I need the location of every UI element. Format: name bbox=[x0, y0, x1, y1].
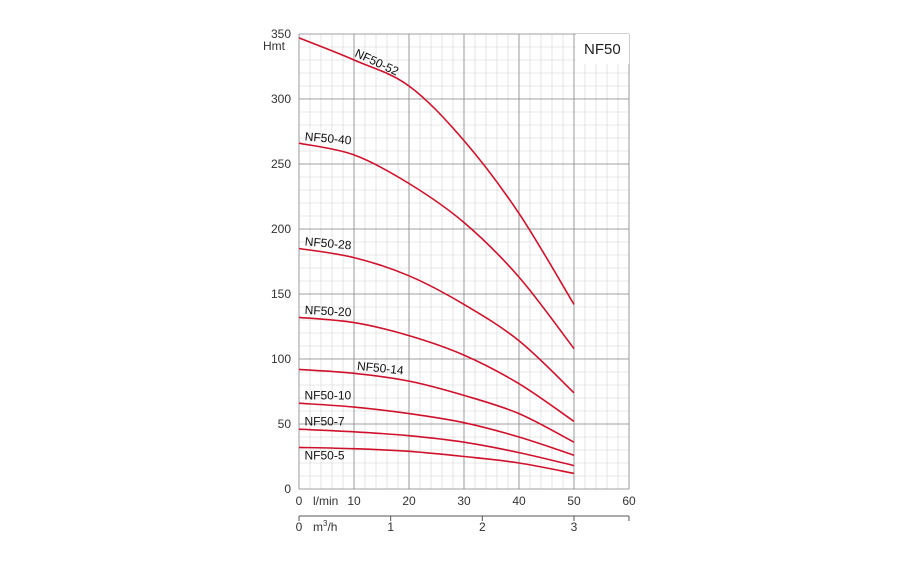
x-tick-label: 10 bbox=[347, 494, 361, 508]
y-tick-label: 250 bbox=[271, 157, 291, 171]
y-tick-label: 0 bbox=[284, 482, 291, 496]
y-tick-label: 150 bbox=[271, 287, 291, 301]
series-label-nf50-40: NF50-40 bbox=[304, 129, 352, 147]
x-tick-label: 50 bbox=[567, 494, 581, 508]
series-label-nf50-7: NF50-7 bbox=[305, 414, 345, 428]
series-label-nf50-14: NF50-14 bbox=[356, 359, 404, 378]
secondary-x-axis: 0 1 2 3 bbox=[296, 515, 630, 534]
x2-tick-label: 0 bbox=[296, 520, 303, 534]
series-line-nf50-7 bbox=[298, 428, 575, 467]
series-lines bbox=[298, 37, 575, 475]
x-tick-label: 40 bbox=[512, 494, 526, 508]
series-line-nf50-52 bbox=[298, 37, 575, 305]
major-grid bbox=[298, 33, 630, 490]
y-tick-label: 300 bbox=[271, 92, 291, 106]
x-tick-label: 0 bbox=[296, 494, 303, 508]
series-label-nf50-5: NF50-5 bbox=[305, 449, 345, 463]
x2-axis-label: m3/h bbox=[313, 519, 337, 534]
x-tick-labels: 0 10 20 30 40 50 60 bbox=[296, 494, 636, 508]
x2-tick-label: 3 bbox=[571, 520, 578, 534]
y-tick-label: 50 bbox=[278, 417, 292, 431]
y-tick-labels: 0 50 100 150 200 250 300 350 bbox=[271, 27, 291, 496]
series-line-nf50-10 bbox=[298, 402, 575, 456]
y-tick-label: 350 bbox=[271, 27, 291, 41]
x2-tick-label: 2 bbox=[479, 520, 486, 534]
x2-tick-label: 1 bbox=[387, 520, 394, 534]
x-tick-label: 60 bbox=[622, 494, 636, 508]
y-tick-label: 200 bbox=[271, 222, 291, 236]
y-tick-label: 100 bbox=[271, 352, 291, 366]
series-line-nf50-14 bbox=[298, 368, 575, 443]
series-label-nf50-28: NF50-28 bbox=[304, 234, 352, 252]
series-line-nf50-20 bbox=[298, 316, 575, 423]
series-label-nf50-20: NF50-20 bbox=[304, 303, 352, 319]
series-line-nf50-40 bbox=[298, 142, 575, 350]
series-line-nf50-28 bbox=[298, 247, 575, 394]
y-axis-label: Hmt bbox=[263, 39, 286, 53]
model-label-box bbox=[576, 34, 629, 64]
x-tick-label: 30 bbox=[457, 494, 471, 508]
model-label: NF50 bbox=[584, 41, 621, 58]
series-label-nf50-10: NF50-10 bbox=[305, 389, 352, 403]
x-axis-label: l/min bbox=[313, 494, 338, 508]
series-line-nf50-5 bbox=[298, 446, 575, 475]
x-tick-label: 20 bbox=[402, 494, 416, 508]
